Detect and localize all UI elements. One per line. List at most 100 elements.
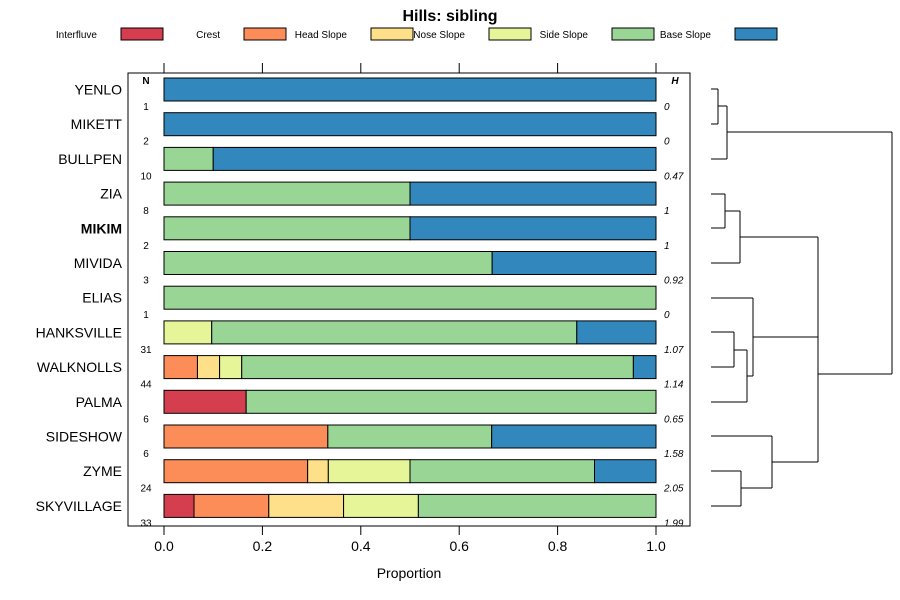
category-label: MIKETT [71,116,123,132]
legend-swatch [611,27,655,41]
legend-label: Interfluve [56,30,98,41]
bar-segment [491,251,657,275]
category-label: ELIAS [82,290,122,306]
bar-segment [163,181,411,206]
x-tick-label: 0.2 [253,538,273,554]
h-value: 0 [664,310,670,321]
bar-segment [327,459,411,484]
h-value: 1.14 [664,380,684,391]
x-tick-label: 1.0 [646,538,666,554]
category-label: BULLPEN [58,151,122,167]
bar-segment [163,493,195,518]
top-axis-ticks [163,63,657,73]
bar-segment [245,389,657,414]
category-label: YENLO [75,82,123,98]
bar-segment [632,355,657,380]
bar-segment [594,459,657,484]
n-value: 31 [140,345,152,356]
bar-segment [163,355,198,380]
category-label: ZYME [83,463,122,479]
bar-segment [163,459,309,484]
bar-segment [163,112,657,137]
legend-swatch [488,27,532,41]
dendrogram-branch [711,105,728,160]
bar-segment [219,355,243,380]
bar-row: MIKETT 2 0 [71,112,670,148]
bar-segment [163,216,411,241]
h-value: 0.65 [664,414,684,425]
n-value: 24 [140,484,152,495]
dendrogram-branch [711,193,726,229]
category-label: MIKIM [81,220,122,236]
bar-segment [196,355,221,380]
n-value: 1 [143,310,149,321]
h-value: 2.05 [663,484,684,495]
plot-frame [127,72,691,527]
category-label: SIDESHOW [46,429,123,445]
dendrogram-branch [753,336,819,463]
x-axis: 0.0 0.2 0.4 0.6 0.8 1.0 [154,526,666,554]
dendrogram-branch [711,88,719,125]
bar-segment [211,320,578,345]
h-value: 1 [664,241,670,252]
bar-row: WALKNOLLS 44 1.14 [37,355,684,391]
bar-segment [409,216,657,241]
bar-segment [212,146,657,171]
dendrogram-branch [711,349,748,403]
bar-segment [163,77,657,102]
h-value: 0.47 [664,171,684,182]
bar-row: MIVIDA 3 0.92 [74,251,684,287]
category-label: MIVIDA [74,255,123,271]
legend-swatch [243,27,287,41]
n-value: 3 [143,276,149,287]
bar-segment [163,146,214,171]
category-label: ZIA [100,186,122,202]
legend-swatch [120,27,164,41]
h-value: 0.92 [664,276,684,287]
bar-segment [163,389,247,414]
n-column-header: N [142,76,149,87]
bar-row: ZYME 24 2.05 [83,459,684,495]
x-tick-label: 0.0 [154,538,174,554]
bar-row: BULLPEN 10 0.47 [58,146,684,182]
bar-segment [491,424,657,449]
bar-segment [576,320,657,345]
legend-swatch [734,27,778,41]
legend-label: Crest [196,30,220,41]
h-value: 1 [664,206,670,217]
h-value: 1.99 [664,518,684,529]
bar-row: YENLO 1 0 [75,77,670,113]
dendrogram-branch [711,470,742,507]
bar-row: SIDESHOW 6 1.58 [46,424,684,460]
h-column-header: H [671,76,679,87]
dendrogram [711,88,893,507]
n-value: 1 [143,102,149,113]
dendrogram-branch [711,331,735,368]
bar-row: ZIA 8 1 [100,181,670,217]
category-label: HANKSVILLE [36,324,122,340]
bar-segment [307,459,329,484]
h-value: 1.58 [664,449,684,460]
dendrogram-branch [740,236,819,337]
category-label: PALMA [76,394,123,410]
legend-label: Side Slope [540,30,589,41]
n-value: 44 [140,380,152,391]
n-value: 6 [143,414,149,425]
legend: Interfluve Crest Head Slope Nose Slope Side … [56,27,778,41]
bar-segment [163,251,493,275]
bar-segment [163,285,657,310]
x-axis-title: Proportion [377,565,442,581]
dendrogram-branch [727,131,893,375]
x-tick-label: 0.4 [351,538,371,554]
bar-row: HANKSVILLE 31 1.07 [36,320,684,356]
n-value: 2 [143,241,149,252]
bar-segment [409,181,657,206]
legend-label: Head Slope [295,30,348,41]
n-value: 2 [143,137,149,148]
bar-row: ELIAS 1 0 [82,285,670,321]
bar-segment [417,493,657,518]
category-label: WALKNOLLS [37,359,122,375]
legend-label: Base Slope [660,30,712,41]
